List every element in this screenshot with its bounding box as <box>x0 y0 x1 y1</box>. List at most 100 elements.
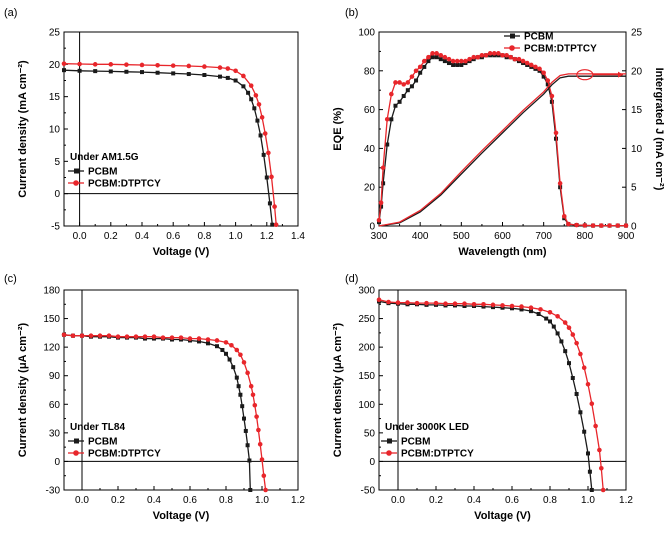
data-point-circle <box>570 332 576 337</box>
data-point-square <box>555 331 560 336</box>
data-point-square <box>241 84 246 89</box>
x-axis-title: Voltage (V) <box>153 246 210 258</box>
data-point-square <box>570 376 575 380</box>
data-point-circle <box>438 52 444 58</box>
data-point-square <box>242 416 246 421</box>
data-point-square <box>446 61 451 66</box>
data-point-square <box>551 324 556 329</box>
data-point-circle <box>61 332 67 338</box>
y-tick-label: 100 <box>358 28 375 39</box>
data-point-square <box>197 339 201 344</box>
data-point-square <box>587 469 592 474</box>
data-point-circle <box>547 309 553 315</box>
y-axis-title: Current density (μA cm⁻²) <box>332 322 344 457</box>
data-point-circle <box>545 78 551 83</box>
data-point-square <box>548 319 552 324</box>
data-point-square <box>220 348 225 352</box>
x-tick-label: 1.2 <box>260 231 274 242</box>
plot-frame <box>63 31 299 227</box>
arrow-head <box>618 71 623 78</box>
data-point-circle <box>272 204 277 209</box>
data-point-circle <box>541 70 546 76</box>
data-point-circle <box>386 299 391 305</box>
legend-marker-circle <box>73 180 79 186</box>
y-tick-label: 150 <box>358 371 375 382</box>
data-point-circle <box>133 334 139 339</box>
data-point-circle <box>202 64 207 69</box>
data-point-circle <box>481 301 486 307</box>
data-point-square <box>459 62 464 67</box>
data-point-circle <box>589 401 595 407</box>
data-point-circle <box>433 300 439 306</box>
data-point-circle <box>217 65 223 70</box>
chart-panel-2: 300 400 500 600 700 800 9000204060801000510152… <box>332 7 664 258</box>
data-point-square <box>215 344 219 349</box>
data-point-circle <box>520 58 526 64</box>
x-tick-label: 0.2 <box>429 495 443 506</box>
data-point-circle <box>475 54 481 60</box>
data-point-square <box>140 70 144 75</box>
data-point-circle <box>160 335 166 340</box>
series-line-4 <box>378 73 626 227</box>
data-point-circle <box>256 102 262 107</box>
data-point-circle <box>500 52 505 58</box>
chart-panel-4: 0.0 0.2 0.4 0.6 0.8 1.0 1.2 -50 0 50 100 150 200 250 3… <box>332 273 633 522</box>
y-tick-label: -30 <box>46 486 61 497</box>
data-point-circle <box>585 381 591 387</box>
data-point-circle <box>623 223 629 228</box>
data-point-circle <box>256 427 261 433</box>
data-point-square <box>218 74 222 79</box>
data-point-circle <box>234 347 240 353</box>
data-point-circle <box>77 61 82 67</box>
data-point-circle <box>496 51 501 56</box>
x-tick-label: 1.0 <box>255 495 269 506</box>
data-point-square <box>586 451 590 456</box>
x-tick-label: 1.4 <box>291 231 305 242</box>
data-point-square <box>252 106 257 111</box>
data-point-circle <box>108 62 114 67</box>
data-point-circle <box>266 150 271 156</box>
legend-entry: PCBM <box>88 437 117 448</box>
x-tick-label: 0.2 <box>104 231 118 242</box>
data-point-circle <box>214 338 220 343</box>
y-right-tick-label: 25 <box>631 28 643 39</box>
legend-marker-square <box>74 168 79 174</box>
data-point-circle <box>405 300 410 305</box>
legend-marker-square <box>74 438 79 444</box>
data-point-circle <box>549 93 555 99</box>
data-point-circle <box>397 80 402 85</box>
data-point-circle <box>259 457 265 462</box>
data-point-circle <box>409 74 415 79</box>
data-point-circle <box>562 320 568 325</box>
data-point-circle <box>263 487 268 493</box>
data-point-circle <box>139 62 145 68</box>
data-point-circle <box>529 62 534 68</box>
data-point-circle <box>421 58 427 64</box>
data-point-circle <box>434 51 439 56</box>
data-point-circle <box>253 93 259 98</box>
data-point-circle <box>205 337 211 342</box>
x-tick-label: 300 <box>371 231 388 242</box>
legend-marker-circle <box>509 45 515 51</box>
data-point-square <box>563 349 568 354</box>
data-point-circle <box>615 223 621 228</box>
data-point-circle <box>245 370 250 376</box>
data-point-circle <box>223 340 229 345</box>
data-point-circle <box>170 63 176 68</box>
y-tick-label: 30 <box>49 428 61 439</box>
data-point-circle <box>115 334 121 339</box>
data-point-square <box>255 118 260 123</box>
data-point-square <box>261 152 266 157</box>
data-point-circle <box>155 63 160 68</box>
y-axis-title: Current density (mA cm⁻²) <box>17 60 29 198</box>
panel-label: (a) <box>4 7 17 19</box>
data-point-circle <box>241 73 246 79</box>
data-point-circle <box>229 342 234 348</box>
legend-entry: PCBM <box>401 437 430 448</box>
x-tick-label: 700 <box>535 231 552 242</box>
data-point-square <box>264 175 269 180</box>
data-point-circle <box>509 303 515 309</box>
data-point-square <box>397 99 402 104</box>
data-point-circle <box>471 54 476 60</box>
data-point-circle <box>467 56 472 62</box>
